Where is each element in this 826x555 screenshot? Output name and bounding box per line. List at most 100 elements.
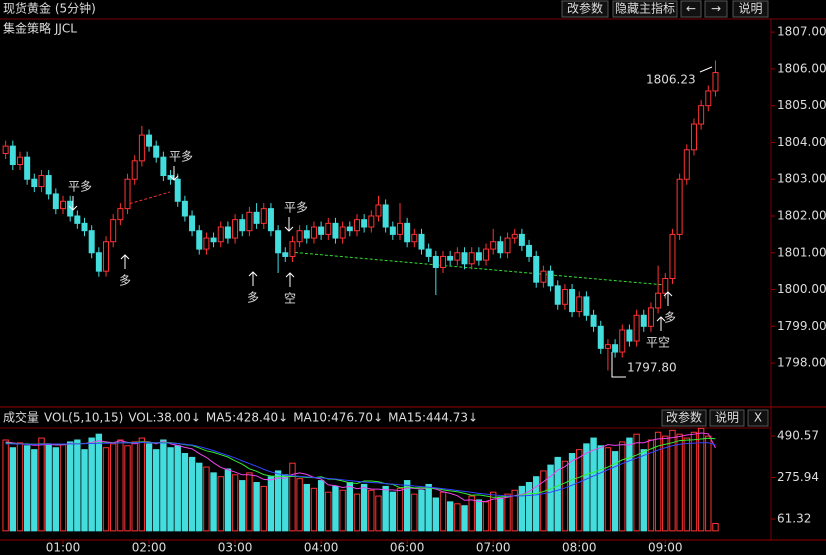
button[interactable] [704,0,728,18]
volume-bar [23,445,31,532]
button[interactable] [561,0,609,18]
candle-body [561,289,568,305]
button[interactable] [732,0,769,18]
volume-bar [640,449,647,532]
button-label[interactable]: 隐藏主指标 [615,1,675,16]
button[interactable] [709,409,745,427]
volume-bar [461,505,468,532]
volume-bar [217,476,224,532]
volume-bar [568,453,576,532]
y-tick-label: 1803.00 [777,172,826,186]
candle-body [103,241,110,272]
button-label[interactable]: X [754,411,762,425]
x-tick-label: 06:00 [390,541,425,555]
button[interactable] [661,409,707,427]
volume-bar [432,497,440,532]
signal-arrow [284,226,294,232]
volume-bar [346,482,354,532]
x-tick-label: 09:00 [648,541,683,555]
candle-body [296,230,303,243]
button-label[interactable]: ← [686,2,696,16]
candle-body [60,200,66,210]
button[interactable] [680,0,702,18]
volume-bar [619,441,626,532]
candle-body [332,222,339,239]
candle-body [569,289,576,313]
volume-bar [468,495,475,532]
candle-body [619,329,626,353]
volume-bar [396,487,404,532]
signal-label: 平多 [169,150,193,164]
volume-bar [267,476,275,532]
legend-entry: MA5:428.40↓ [206,411,288,425]
y-tick-label: 1805.00 [777,98,826,112]
volume-bar [188,456,196,532]
candle-body [74,215,81,224]
candle-body [81,222,88,232]
volume-bar [74,439,81,532]
x-tick-label: 02:00 [132,541,167,555]
volume-bar [662,435,669,532]
candle-body [260,208,267,224]
volume-bar [633,433,640,532]
volume-bar [66,441,74,532]
candle-body [24,156,31,180]
volume-bar [418,489,425,532]
candle-body [368,215,375,228]
button[interactable] [612,0,678,18]
candle-body [375,204,382,217]
button-label[interactable]: 说明 [738,1,762,16]
volume-bar [59,444,67,532]
low-label: 1797.80 [627,361,677,375]
volume-bar [160,439,167,532]
signal-label: 平多 [284,201,308,215]
volume-bar [131,441,138,532]
volume-bar [669,429,676,532]
button-label[interactable]: 改参数 [567,1,603,16]
volume-bar [697,427,705,532]
candle-body [712,72,719,92]
candle-body [153,145,160,158]
candle-body [504,237,511,254]
candle-body [640,314,647,327]
signal-label: 平多 [68,180,92,194]
candle-body [612,344,619,353]
y-tick-label: 275.94 [777,470,819,484]
button[interactable] [747,409,769,427]
candle-body [196,230,203,250]
button-label[interactable]: 说明 [715,410,739,425]
x-tick-label: 07:00 [476,541,511,555]
candle-body [45,175,52,195]
volume-bar [439,491,447,532]
candle-body [396,222,403,235]
volume-bar [554,456,561,532]
signal-label: 空 [284,292,296,306]
volume-bar [583,443,590,532]
volume-bar [102,447,110,532]
volume-bar [454,503,461,532]
candle-body [404,222,411,243]
candle-body [303,230,310,239]
candle-body [232,219,239,239]
volume-bar [518,485,526,532]
candle-body [124,178,131,210]
candle-body [490,241,497,250]
candle-body [647,307,654,327]
volume-bar [310,487,318,532]
candle-body [475,252,482,261]
candle-body [461,252,468,265]
volume-bar [511,489,518,532]
candle-body [181,200,188,217]
volume-bar [31,449,38,532]
button-label[interactable]: → [711,2,721,16]
candle-body [217,226,224,243]
button-label[interactable]: 改参数 [666,410,702,425]
volume-bar [705,435,712,532]
volume-bar [174,445,181,532]
candle-body [310,226,317,239]
volume-bar [353,493,361,532]
volume-bar [533,476,540,532]
volume-bar [239,480,246,532]
legend-entry: VOL(5,10,15) [44,411,123,425]
